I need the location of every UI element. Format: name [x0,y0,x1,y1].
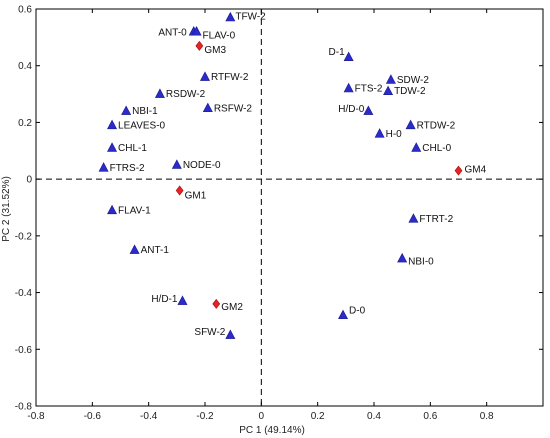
sample-point-gm1-label: GM1 [185,190,207,201]
x-tick-label: -0.2 [196,411,214,422]
variable-point-nbi-0-label: NBI-0 [408,257,434,268]
variable-point-d-0 [338,309,349,320]
variable-point-ant-0-label: ANT-0 [158,28,187,39]
sample-point-gm3 [195,40,204,51]
y-tick-label: -0.4 [15,288,33,299]
variable-point-ftrt-2-label: FTRT-2 [419,214,453,225]
variable-point-ant-1-label: ANT-1 [141,245,170,256]
variable-point-h-0-label: H-0 [386,129,403,140]
variable-point-chl-0 [411,142,422,152]
sample-point-gm2-label: GM2 [221,302,243,313]
variable-point-tdw-2 [383,85,394,96]
variable-point-fts-2 [343,82,354,93]
variable-point-rtfw-2 [200,71,210,81]
variable-point-rtdw-2-label: RTDW-2 [417,120,456,131]
x-tick-label: 0.8 [480,411,494,422]
markers [98,11,463,339]
x-tick-label: 0.6 [423,411,437,422]
x-tick-label: -0.6 [84,411,102,422]
variable-point-sfw-2-label: SFW-2 [194,327,225,338]
variable-point-tfw-2-label: TFW-2 [235,12,266,23]
sample-point-gm4-label: GM4 [465,165,487,176]
variable-point-flav-1 [107,204,118,215]
variable-point-sfw-2 [225,329,236,339]
variable-point-tdw-2-label: TDW-2 [394,86,426,97]
variable-point-h-0 [374,128,385,138]
y-tick-label: -0.2 [15,231,33,242]
variable-point-h-d-1 [177,295,188,305]
variable-point-rsfw-2-label: RSFW-2 [214,103,253,114]
x-tick-label: 0 [259,411,265,422]
variable-point-h-d-1-label: H/D-1 [151,294,178,305]
y-tick-label: -0.6 [15,345,33,356]
variable-point-tfw-2 [225,11,236,22]
variable-point-flav-0 [191,26,202,36]
variable-point-node-0-label: NODE-0 [183,160,221,171]
variable-point-chl-1-label: CHL-1 [118,143,147,154]
variable-point-leaves-0 [107,119,118,130]
variable-point-ftrt-2 [408,213,419,223]
ticks: -0.8 -0.6 -0.4 -0.2 0 0.2 0.4 0.6 0.8 -0.8 -0.6 -0.… [15,5,543,422]
variable-point-node-0 [171,159,182,169]
variable-point-flav-1-label: FLAV-1 [118,205,151,216]
x-axis-label: PC 1 (49.14%) [239,425,305,436]
variable-point-d-0-label: D-0 [349,305,366,316]
variable-point-sdw-2-label: SDW-2 [397,75,429,86]
variable-point-ant-1 [129,244,140,254]
x-tick-label: 0.4 [367,411,381,422]
variable-point-d-1 [343,51,354,62]
variable-point-rtfw-2-label: RTFW-2 [211,72,249,83]
sample-point-gm1 [175,185,184,196]
variable-point-chl-1 [107,142,118,152]
point-labels: TFW-2 ANT-0 FLAV-0 D-1 SDW-2 RTFW-2 FTS-2 TDW-2… [110,12,487,339]
variable-point-chl-0-label: CHL-0 [422,143,451,154]
variable-point-sdw-2 [385,74,396,84]
y-tick-label: 0.4 [18,61,32,72]
variable-point-ftrs-2-label: FTRS-2 [110,163,145,174]
variable-point-rtdw-2 [405,119,416,130]
y-tick-label: 0.2 [18,118,32,129]
y-tick-label: -0.8 [15,402,33,413]
variable-point-rsfw-2 [202,102,213,113]
y-tick-label: 0 [26,175,32,186]
variable-point-nbi-1 [121,105,132,115]
variable-point-d-1-label: D-1 [329,47,346,58]
y-tick-label: 0.6 [18,5,32,16]
sample-point-gm2 [212,298,221,309]
axes [35,8,544,407]
variable-point-nbi-1-label: NBI-1 [132,106,158,117]
variable-point-rsdw-2 [154,88,165,98]
sample-point-gm4 [454,165,463,176]
sample-point-gm3-label: GM3 [204,45,226,56]
variable-point-nbi-0 [397,252,408,263]
plot-frame [35,8,544,407]
variable-point-ftrs-2 [98,162,109,172]
y-axis-label: PC 2 (31.52%) [1,176,12,242]
x-tick-label: -0.8 [27,411,45,422]
variable-point-flav-0-label: FLAV-0 [203,31,236,42]
variable-point-h-d-0-label: H/D-0 [338,104,365,115]
variable-point-h-d-0 [363,105,374,115]
x-tick-label: 0.2 [311,411,325,422]
variable-point-rsdw-2-label: RSDW-2 [166,89,206,100]
variable-point-leaves-0-label: LEAVES-0 [118,120,165,131]
variable-point-fts-2-label: FTS-2 [355,83,383,94]
x-tick-label: -0.4 [140,411,158,422]
